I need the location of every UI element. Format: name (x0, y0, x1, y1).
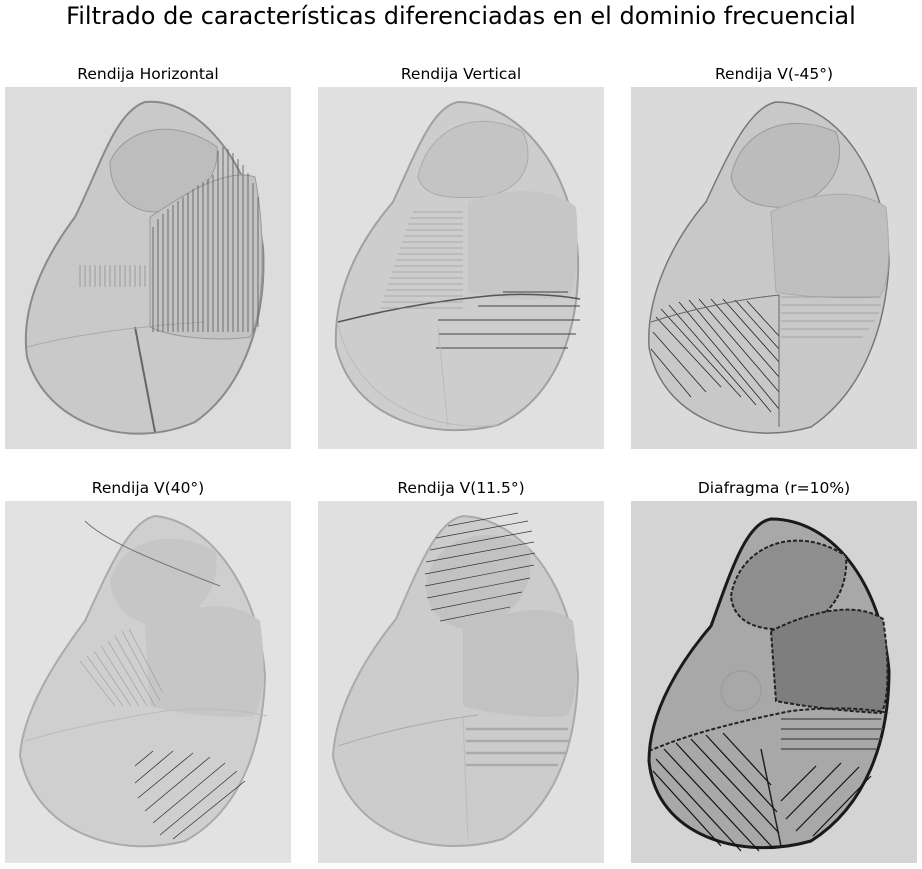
panel-horizontal-slit (5, 87, 291, 449)
panel-diaphragm (631, 501, 917, 863)
panel-title-11-5deg: Rendija V(11.5°) (397, 479, 525, 497)
panel-title-minus45: Rendija V(-45°) (714, 65, 834, 83)
panel-minus45-slit (631, 87, 917, 449)
panel-title-40deg: Rendija V(40°) (91, 479, 205, 497)
panel-40deg-slit (5, 501, 291, 863)
panel-11-5deg-slit (318, 501, 604, 863)
panel-vertical-slit (318, 87, 604, 449)
figure-title: Filtrado de características diferenciada… (66, 2, 856, 30)
panel-title-diaphragm: Diafragma (r=10%) (697, 479, 851, 497)
panel-title-horizontal: Rendija Horizontal (77, 65, 219, 83)
panel-title-vertical: Rendija Vertical (400, 65, 522, 83)
